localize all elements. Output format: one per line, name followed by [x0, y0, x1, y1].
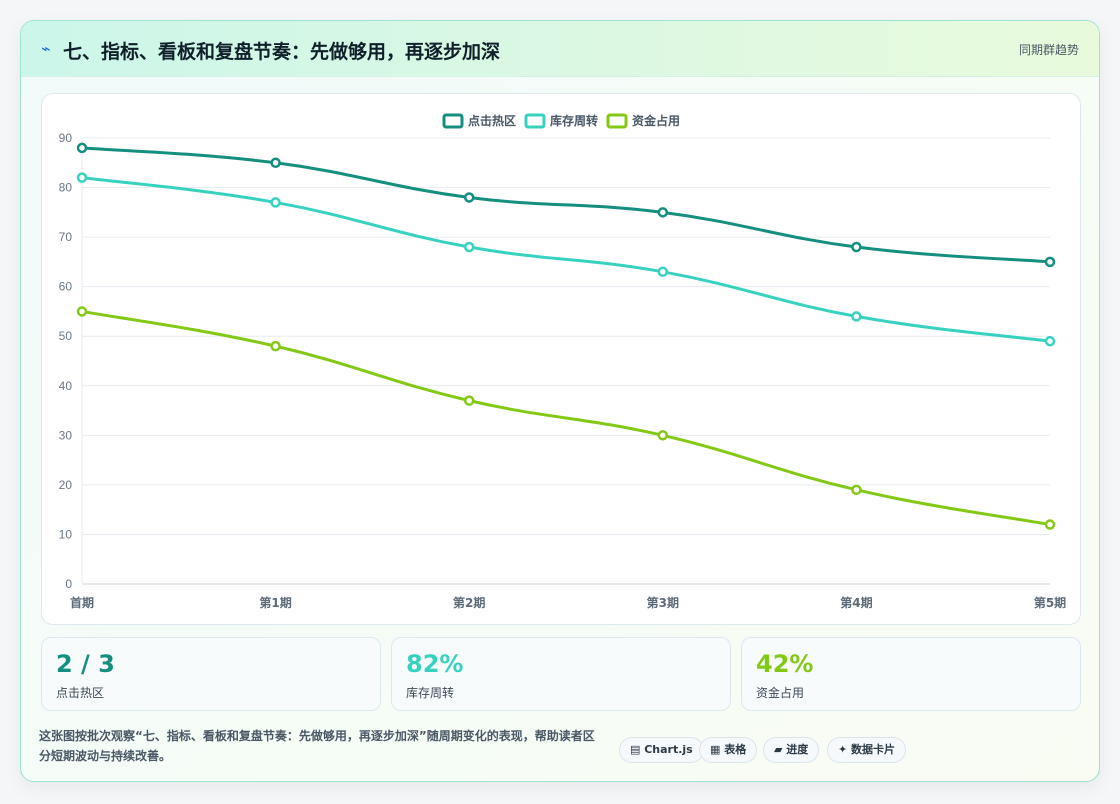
data-point [463, 241, 475, 253]
y-tick-label: 60 [59, 280, 73, 294]
legend-label: 点击热区 [468, 113, 516, 128]
data-point [657, 207, 669, 218]
stat-label: 点击热区 [56, 686, 105, 700]
page-title: 七、指标、看板和复盘节奏：先做够用，再逐步加深 [63, 41, 501, 63]
data-point [76, 172, 88, 183]
legend-swatch [524, 113, 546, 129]
x-tick-label: 第3期 [647, 595, 679, 610]
data-point [76, 142, 88, 154]
lightning-icon: ⌁ [41, 39, 51, 58]
legend-swatch [442, 113, 464, 129]
data-point [657, 266, 669, 278]
data-point [270, 197, 281, 208]
data-point [657, 430, 669, 441]
stat-card-capital-usage: 42% 资金占用 [741, 637, 1081, 711]
chart-type-label: 同期群趋势 [1018, 43, 1079, 57]
tag-data-card[interactable]: ✦ 数据卡片 [827, 737, 907, 763]
stat-value: 42% [756, 650, 814, 678]
line-chart: 0 10 20 30 40 50 60 70 80 90 首期 第1期 第2期 第3期 第4期 第5期 点击热区… [59, 113, 1067, 610]
x-tick-label: 第2期 [453, 595, 485, 610]
stat-card-click-heatmap: 2 / 3 点击热区 [41, 637, 381, 711]
data-point [270, 340, 281, 352]
series-line [81, 309, 1051, 527]
stat-label: 资金占用 [756, 686, 805, 700]
legend-label: 资金占用 [632, 113, 680, 128]
y-tick-label: 70 [59, 230, 73, 244]
series-line [81, 146, 1051, 264]
legend-swatch [606, 113, 628, 129]
data-point [463, 395, 475, 406]
y-tick-label: 40 [59, 379, 73, 393]
tag-table[interactable]: ▦ 表格 [699, 737, 758, 763]
data-point [851, 311, 862, 322]
data-point [1044, 519, 1056, 530]
x-tick-label: 第4期 [840, 595, 872, 610]
stat-value: 2 / 3 [56, 650, 115, 678]
y-tick-label: 0 [65, 577, 72, 591]
data-point [1044, 256, 1056, 268]
y-tick-label: 80 [59, 181, 73, 195]
legend-label: 库存周转 [550, 113, 598, 128]
y-tick-label: 10 [59, 527, 73, 541]
data-point [76, 306, 88, 317]
data-point [851, 484, 862, 496]
y-tick-label: 90 [59, 131, 73, 145]
x-tick-label: 第5期 [1034, 595, 1066, 610]
chart-description: 这张图按批次观察“七、指标、看板和复盘节奏：先做够用，再逐步加深”随周期变化的表… [39, 729, 595, 763]
report-card: ⌁ 七、指标、看板和复盘节奏：先做够用，再逐步加深 同期群趋势 0 10 20 30 4… [20, 20, 1100, 782]
series-line [81, 176, 1051, 343]
tag-chartjs[interactable]: ▤ Chart.js [619, 737, 704, 763]
data-point [270, 157, 281, 169]
tag-progress[interactable]: ▰ 进度 [763, 737, 820, 763]
stat-value: 82% [406, 650, 464, 678]
stat-label: 库存周转 [406, 686, 455, 700]
x-tick-label: 第1期 [259, 595, 291, 610]
chart-panel: 0 10 20 30 40 50 60 70 80 90 首期 第1期 第2期 第3期 第4期 第5期 点击热区… [41, 93, 1081, 625]
y-tick-label: 30 [59, 428, 73, 442]
y-tick-label: 50 [59, 329, 73, 343]
data-point [1044, 335, 1056, 347]
y-tick-label: 20 [59, 478, 73, 492]
data-point [463, 192, 475, 203]
card-header: ⌁ 七、指标、看板和复盘节奏：先做够用，再逐步加深 同期群趋势 [21, 21, 1099, 77]
x-tick-label: 首期 [70, 595, 94, 610]
data-point [851, 241, 862, 253]
stat-card-inventory-turnover: 82% 库存周转 [391, 637, 731, 711]
